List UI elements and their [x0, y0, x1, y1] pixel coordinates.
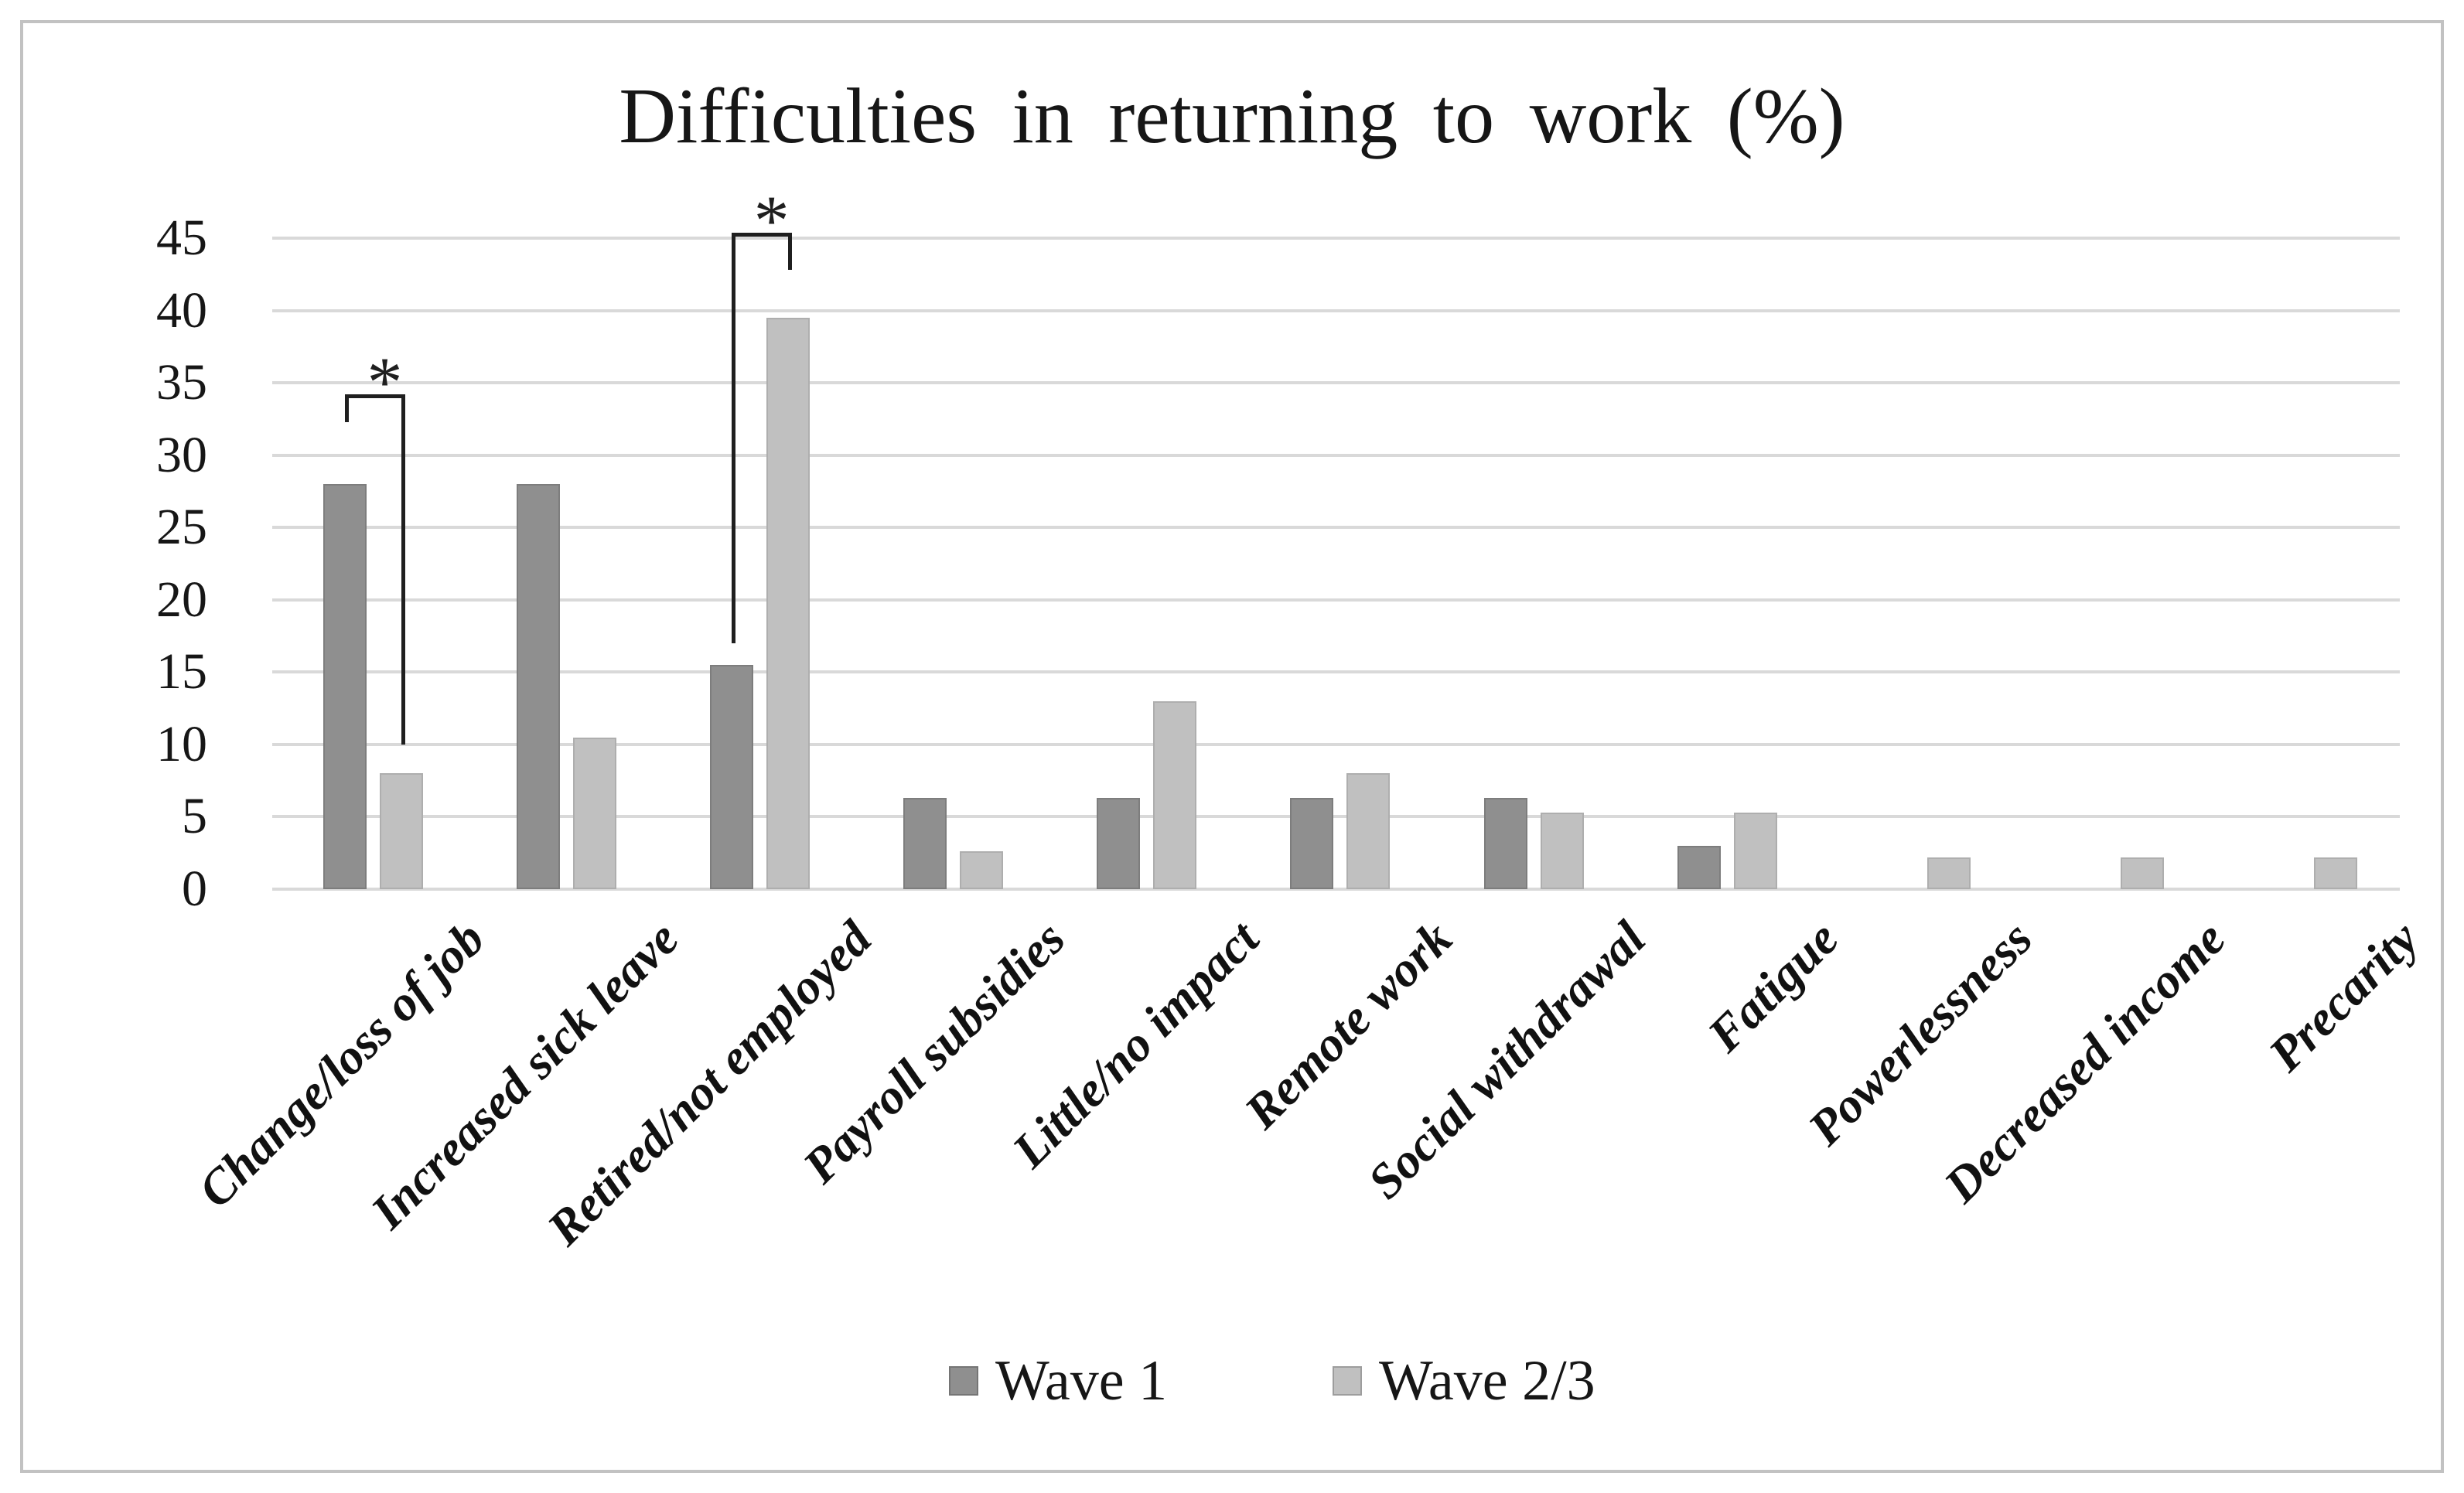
- bar-wave23-9: [2120, 857, 2164, 889]
- y-tick-label-15: 15: [156, 643, 207, 700]
- gridline-5: [272, 815, 2400, 819]
- sig-bracket-1-bar: [732, 232, 793, 237]
- y-tick-label-10: 10: [156, 715, 207, 772]
- bar-wave1-4: [1097, 798, 1141, 889]
- y-tick-label-0: 0: [182, 861, 207, 917]
- bar-wave1-7: [1677, 845, 1721, 889]
- x-label-2: Retired/not employed: [537, 910, 882, 1256]
- sig-star-1: *: [753, 180, 790, 260]
- bar-wave23-5: [1346, 773, 1391, 889]
- legend-item-wave23: Wave 2/3: [1333, 1352, 1595, 1410]
- bar-wave23-3: [960, 851, 1004, 889]
- gridline-10: [272, 742, 2400, 746]
- bar-wave23-4: [1153, 700, 1197, 889]
- bar-wave23-6: [1540, 812, 1584, 889]
- chart-title: Difficulties in returning to work (%): [619, 73, 1845, 160]
- sig-bracket-1-right-drop: [788, 232, 793, 271]
- bar-wave23-1: [573, 737, 617, 889]
- gridline-25: [272, 526, 2400, 530]
- gridline-20: [272, 598, 2400, 602]
- legend-item-wave1: Wave 1: [949, 1352, 1167, 1410]
- gridline-30: [272, 453, 2400, 457]
- bar-wave1-6: [1483, 798, 1527, 889]
- y-tick-label-45: 45: [156, 210, 207, 267]
- gridline-35: [272, 381, 2400, 385]
- x-label-7: Fatigue: [1697, 910, 1849, 1062]
- legend-swatch-wave1: [949, 1366, 978, 1396]
- y-tick-label-35: 35: [156, 354, 207, 411]
- bar-wave23-7: [1733, 812, 1777, 889]
- y-tick-label-40: 40: [156, 281, 207, 339]
- bar-wave23-0: [380, 773, 423, 889]
- x-label-10: Precarity: [2258, 910, 2430, 1082]
- gridline-0: [272, 888, 2400, 891]
- legend-label-wave1: Wave 1: [995, 1349, 1168, 1413]
- sig-bracket-0-bar: [345, 394, 405, 399]
- gridline-45: [272, 237, 2400, 240]
- sig-bracket-1-left-drop: [732, 232, 736, 643]
- y-tick-label-25: 25: [156, 499, 207, 556]
- legend-label-wave23: Wave 2/3: [1379, 1349, 1595, 1413]
- legend-swatch-wave23: [1333, 1366, 1362, 1396]
- bar-wave23-8: [1926, 857, 1971, 889]
- sig-bracket-0-left-drop: [345, 394, 349, 422]
- bar-wave1-2: [710, 664, 754, 889]
- bar-wave23-2: [766, 317, 811, 889]
- bar-wave1-5: [1290, 798, 1334, 889]
- bar-wave23-10: [2313, 857, 2357, 889]
- gridline-15: [272, 670, 2400, 674]
- y-tick-label-30: 30: [156, 426, 207, 483]
- sig-star-0: *: [367, 343, 403, 422]
- bar-wave1-0: [323, 484, 367, 889]
- bar-wave1-1: [517, 484, 561, 889]
- sig-bracket-0-right-drop: [401, 394, 405, 745]
- y-tick-label-5: 5: [182, 788, 207, 845]
- y-tick-label-20: 20: [156, 571, 207, 628]
- gridline-40: [272, 308, 2400, 312]
- bar-wave1-3: [903, 798, 947, 889]
